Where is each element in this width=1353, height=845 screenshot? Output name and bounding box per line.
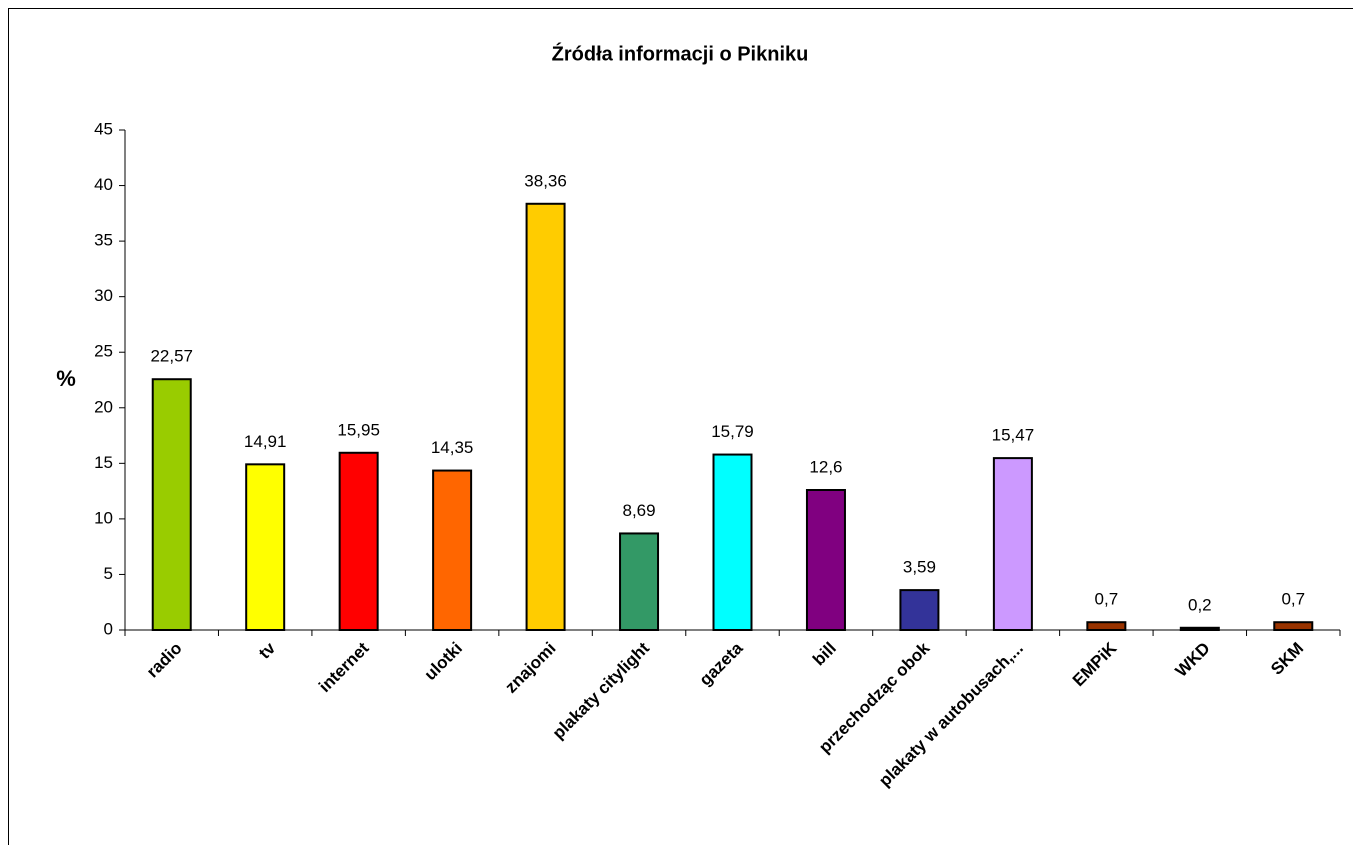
value-label: 15,79 [711, 422, 754, 441]
value-label: 12,6 [809, 457, 842, 476]
value-label: 14,91 [244, 432, 287, 451]
bar [1273, 621, 1314, 632]
value-label: 15,47 [992, 426, 1035, 445]
value-label: 0,7 [1281, 590, 1305, 609]
value-label: 38,36 [524, 171, 567, 190]
chart-title: Źródła informacji o Pikniku [552, 42, 809, 65]
bar [805, 489, 846, 631]
bar [619, 532, 660, 632]
value-label: 0,2 [1188, 595, 1212, 614]
bar [992, 457, 1033, 631]
bar [245, 463, 286, 632]
value-label: 15,95 [337, 420, 380, 439]
value-label: 3,59 [903, 558, 936, 577]
bar [525, 202, 566, 631]
bar [1179, 626, 1220, 631]
bar [899, 589, 940, 631]
y-tick-label: 25 [94, 342, 113, 361]
bar [338, 451, 379, 631]
y-tick-label: 15 [94, 453, 113, 472]
value-label: 0,7 [1095, 590, 1119, 609]
bar [1086, 621, 1127, 632]
y-tick-label: 40 [94, 175, 113, 194]
bar [151, 378, 192, 631]
y-tick-label: 0 [104, 619, 113, 638]
y-tick-label: 45 [94, 119, 113, 138]
chart-frame [8, 8, 1353, 845]
y-tick-label: 35 [94, 231, 113, 250]
y-tick-label: 5 [104, 564, 113, 583]
bar [712, 453, 753, 631]
y-axis-label: % [56, 366, 76, 391]
y-tick-label: 20 [94, 397, 113, 416]
value-label: 14,35 [431, 438, 474, 457]
bar [432, 469, 473, 631]
y-tick-label: 30 [94, 286, 113, 305]
value-label: 8,69 [622, 501, 655, 520]
value-label: 22,57 [150, 347, 193, 366]
y-tick-label: 10 [94, 508, 113, 527]
